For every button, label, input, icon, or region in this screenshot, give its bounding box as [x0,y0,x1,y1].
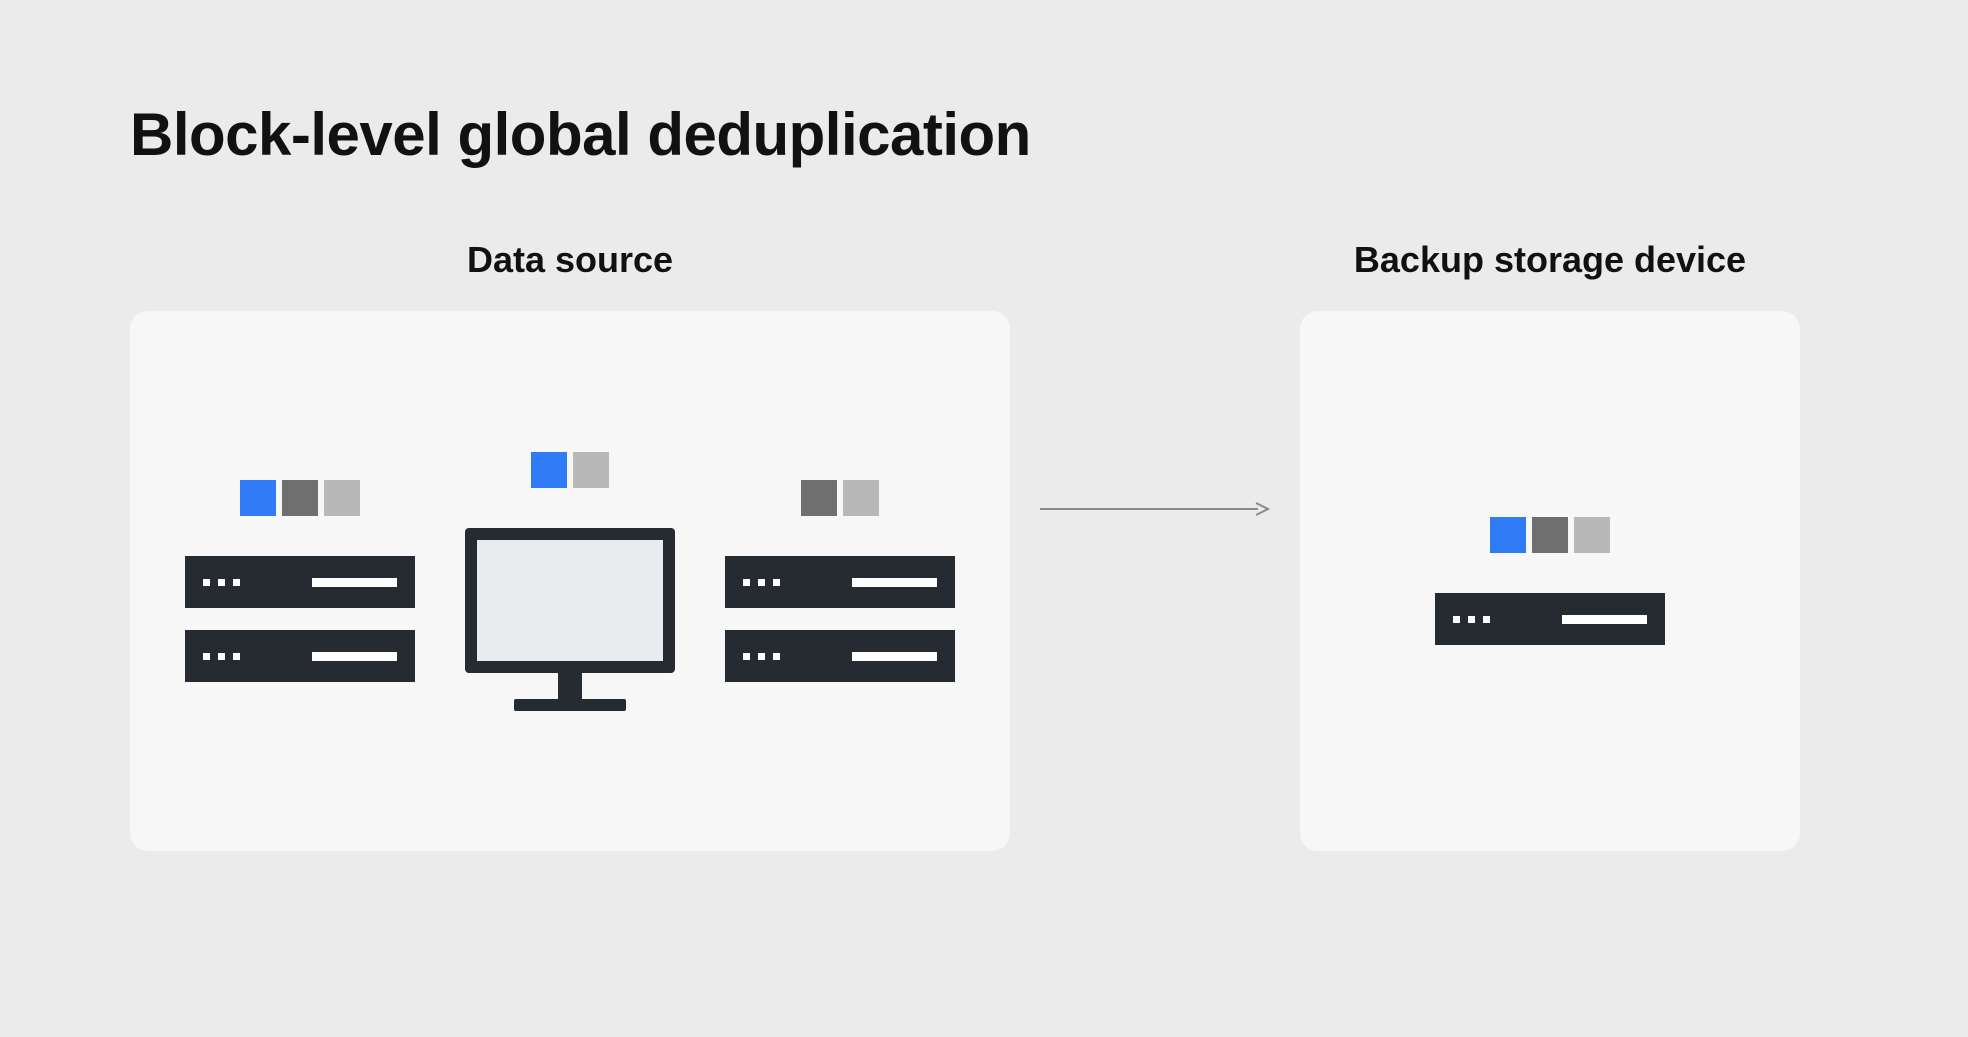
server-stack [725,556,955,682]
server-led [758,653,765,660]
data-block-light_gray [1574,517,1610,553]
data-block-blue [240,480,276,516]
server-leds [203,653,240,660]
diagram-title: Block-level global deduplication [130,100,1838,169]
data-block-light_gray [843,480,879,516]
server-led [1453,616,1460,623]
diagram-canvas: Block-level global deduplication Data so… [0,0,1968,1037]
data-block-dark_gray [282,480,318,516]
data-blocks [801,480,879,516]
data-block-light_gray [324,480,360,516]
device-group [1435,517,1665,645]
device-group [725,480,955,682]
monitor-screen [465,528,675,673]
data-block-light_gray [573,452,609,488]
server-led [218,653,225,660]
monitor-neck [558,673,582,699]
diagram-row: Data source Backup storage device [130,239,1838,851]
server-slot [312,578,397,587]
arrow-icon [1040,499,1270,519]
server-stack [185,556,415,682]
target-label: Backup storage device [1354,239,1746,281]
monitor-base [514,699,626,711]
server-led [773,579,780,586]
server-led [743,579,750,586]
data-block-dark_gray [801,480,837,516]
server-leds [743,579,780,586]
data-blocks [240,480,360,516]
server-led [1483,616,1490,623]
server-led [743,653,750,660]
device-group [185,480,415,682]
server-stack [1435,593,1665,645]
device-group [465,452,675,711]
server-leds [1453,616,1490,623]
source-label: Data source [467,239,673,281]
server-leds [743,653,780,660]
target-column: Backup storage device [1300,239,1800,851]
server-led [203,653,210,660]
server-led [218,579,225,586]
server-icon [185,630,415,682]
server-icon [185,556,415,608]
server-slot [852,652,937,661]
data-blocks [1490,517,1610,553]
server-led [1468,616,1475,623]
server-icon [725,556,955,608]
source-column: Data source [130,239,1010,851]
data-blocks [531,452,609,488]
server-leds [203,579,240,586]
server-slot [1562,615,1647,624]
server-led [758,579,765,586]
server-led [773,653,780,660]
server-icon [725,630,955,682]
data-block-blue [531,452,567,488]
server-slot [312,652,397,661]
server-led [233,579,240,586]
monitor-icon [465,528,675,711]
data-block-dark_gray [1532,517,1568,553]
arrow-container [1010,239,1300,779]
source-panel [130,311,1010,851]
data-block-blue [1490,517,1526,553]
server-led [203,579,210,586]
server-led [233,653,240,660]
server-icon [1435,593,1665,645]
server-slot [852,578,937,587]
target-panel [1300,311,1800,851]
